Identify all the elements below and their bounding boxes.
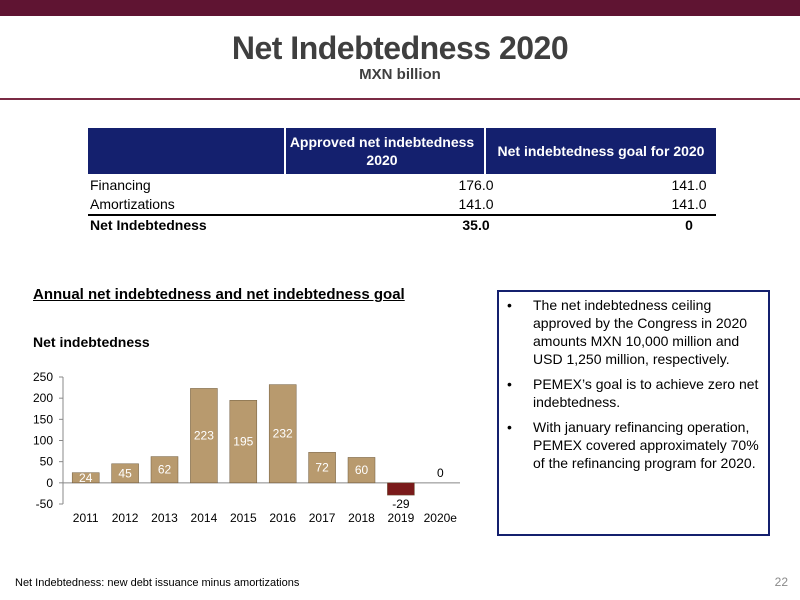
data-label: 232: [273, 427, 293, 441]
bar-2013: [150, 456, 179, 484]
y-tick-label: 150: [33, 412, 53, 426]
table-row-total: Net Indebtedness 35.0 0: [88, 217, 716, 236]
section-title: Annual net indebtedness and net indebted…: [33, 286, 405, 303]
y-tick-label: 50: [40, 455, 54, 469]
bar-2017: [308, 452, 336, 484]
data-label: 223: [194, 429, 214, 443]
bar-2014: [190, 388, 218, 484]
x-tick-label: 2015: [230, 511, 257, 525]
notes-box: • The net indebtedness ceiling approved b…: [497, 290, 770, 536]
data-label: 24: [79, 471, 93, 485]
column-header-approved: Approved net indebtedness 2020: [289, 134, 475, 168]
data-label: 60: [355, 463, 369, 477]
x-tick-label: 2013: [151, 511, 178, 525]
x-tick-label: 2011: [73, 511, 99, 525]
x-tick-label: 2018: [348, 511, 375, 525]
goal-value: 0: [685, 217, 693, 233]
table-total-divider: [88, 214, 716, 216]
approved-value: 35.0: [462, 217, 490, 233]
chart-title: Net indebtedness: [33, 334, 150, 350]
data-label: 195: [233, 435, 253, 449]
row-label: Net Indebtedness: [90, 217, 207, 233]
y-tick-label: -50: [36, 497, 54, 511]
bar-2019: [387, 482, 415, 496]
bullet-icon: •: [507, 419, 512, 435]
goal-value: 141.0: [671, 177, 707, 193]
bar-2011: [71, 472, 100, 484]
goal-value: 141.0: [671, 196, 707, 212]
data-label: 45: [118, 466, 132, 480]
page-subtitle: MXN billion: [359, 66, 441, 83]
x-tick-label: 2020e: [424, 511, 458, 525]
y-tick-label: 100: [33, 434, 53, 448]
bar-2012: [111, 463, 139, 484]
row-label: Financing: [90, 177, 151, 193]
top-banner: [0, 0, 800, 16]
note-item: • With january refinancing operation, PEM…: [499, 418, 768, 472]
bar-2015: [229, 400, 258, 484]
y-tick-label: 200: [33, 391, 53, 405]
header-separator: [284, 128, 286, 174]
note-item: • PEMEX’s goal is to achieve zero net ind…: [499, 375, 768, 411]
data-label: 0: [437, 466, 444, 480]
title-divider: [0, 98, 800, 100]
bullet-icon: •: [507, 297, 512, 313]
bar-2018: [347, 457, 376, 484]
note-text: PEMEX’s goal is to achieve zero net inde…: [533, 376, 759, 410]
x-tick-label: 2012: [112, 511, 139, 525]
approved-value: 176.0: [458, 177, 494, 193]
row-label: Amortizations: [90, 196, 175, 212]
header-separator: [484, 128, 486, 174]
data-label: 62: [158, 463, 172, 477]
table-header: Approved net indebtedness 2020 Net indeb…: [88, 128, 716, 174]
note-text: With january refinancing operation, PEME…: [533, 419, 759, 471]
bar-chart: 250 200 150 100 50 0 -50 24 2011 45 2012 62 2013 223 2…: [33, 370, 460, 525]
y-tick-label: 0: [46, 476, 53, 490]
bar-2016: [268, 384, 297, 484]
approved-value: 141.0: [458, 196, 494, 212]
x-tick-label: 2014: [191, 511, 218, 525]
x-tick-label: 2019: [388, 511, 415, 525]
table-row: Amortizations 141.0 141.0: [88, 196, 716, 215]
note-item: • The net indebtedness ceiling approved b…: [499, 296, 768, 368]
footnote: Net Indebtedness: new debt issuance minu…: [15, 577, 300, 589]
bullet-icon: •: [507, 376, 512, 392]
data-label: 72: [315, 461, 329, 475]
x-tick-label: 2016: [269, 511, 296, 525]
y-tick-label: 250: [33, 370, 53, 384]
column-header-goal: Net indebtedness goal for 2020: [497, 143, 705, 159]
note-text: The net indebtedness ceiling approved by…: [533, 297, 748, 367]
data-label: -29: [392, 497, 410, 511]
page-title: Net Indebtedness 2020: [231, 30, 569, 66]
table-row: Financing 176.0 141.0: [88, 177, 716, 196]
x-tick-label: 2017: [309, 511, 336, 525]
page-number: 22: [774, 575, 788, 589]
